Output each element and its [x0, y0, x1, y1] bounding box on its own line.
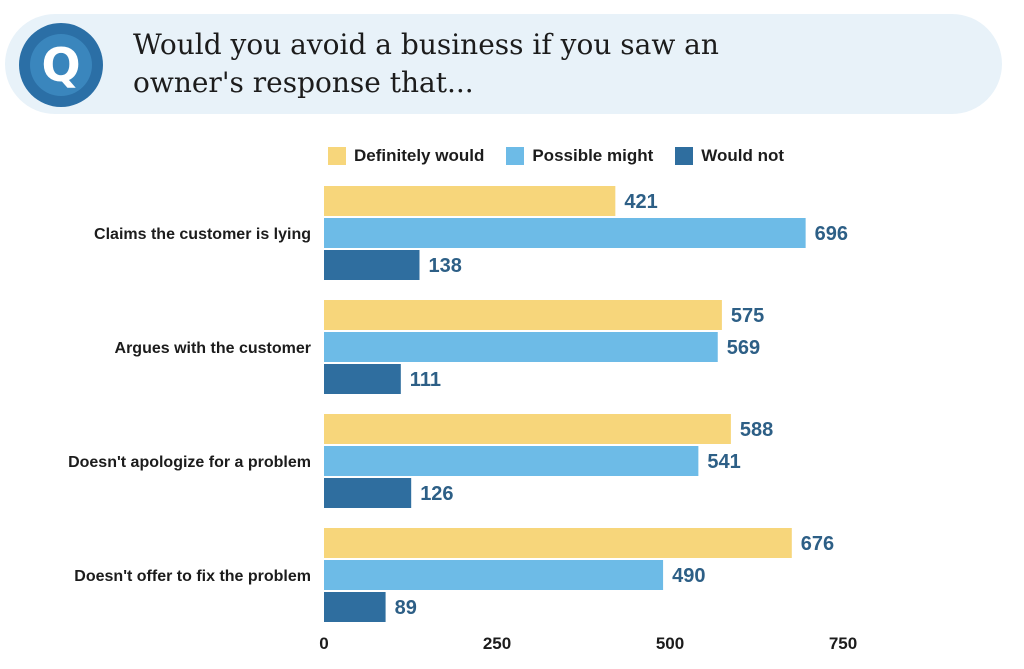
- value-label-possible-might: 696: [815, 223, 848, 245]
- x-tick-label: 750: [829, 634, 857, 653]
- bar-possible-might: [324, 446, 699, 476]
- question-line-2: owner's response that...: [133, 66, 474, 99]
- bar-definitely-would: [324, 300, 722, 330]
- category-label: Doesn't offer to fix the problem: [74, 568, 311, 585]
- question-badge-icon: Q: [19, 23, 103, 107]
- bar-would-not: [324, 250, 420, 280]
- legend-swatch-possible-might: [506, 147, 525, 165]
- category-label: Claims the customer is lying: [94, 226, 311, 243]
- bar-would-not: [324, 364, 401, 394]
- x-tick-label: 250: [483, 634, 511, 653]
- bar-possible-might: [324, 560, 664, 590]
- value-label-would-not: 138: [428, 255, 461, 277]
- value-label-possible-might: 569: [727, 337, 760, 359]
- value-label-definitely-would: 588: [740, 419, 773, 441]
- value-label-would-not: 126: [420, 483, 453, 505]
- legend-label-definitely-would: Definitely would: [354, 146, 485, 165]
- bar-would-not: [324, 478, 412, 508]
- value-label-definitely-would: 676: [801, 533, 834, 555]
- value-label-possible-might: 490: [672, 565, 705, 587]
- value-label-would-not: 89: [395, 597, 417, 619]
- legend-swatch-would-not: [675, 147, 694, 165]
- legend-label-would-not: Would not: [701, 146, 785, 165]
- value-label-would-not: 111: [410, 369, 441, 391]
- value-label-definitely-would: 421: [624, 191, 657, 213]
- legend-swatch-definitely-would: [328, 147, 346, 165]
- question-line-1: Would you avoid a business if you saw an: [133, 28, 719, 61]
- x-tick-label: 0: [319, 634, 328, 653]
- bar-definitely-would: [324, 186, 616, 216]
- bar-definitely-would: [324, 414, 731, 444]
- question-banner: Q Would you avoid a business if you saw …: [5, 14, 1002, 114]
- legend-label-possible-might: Possible might: [532, 146, 654, 165]
- bar-definitely-would: [324, 528, 792, 558]
- bar-would-not: [324, 592, 386, 622]
- legend-item-possible-might: Possible might: [506, 146, 653, 166]
- chart-legend: Definitely would Possible might Would no…: [328, 144, 784, 168]
- legend-item-definitely-would: Definitely would: [328, 146, 484, 166]
- question-text: Would you avoid a business if you saw an…: [133, 26, 773, 102]
- category-label: Doesn't apologize for a problem: [68, 454, 311, 471]
- bar-possible-might: [324, 332, 718, 362]
- legend-item-would-not: Would not: [675, 146, 784, 166]
- x-tick-label: 500: [656, 634, 684, 653]
- question-badge-letter: Q: [30, 34, 92, 96]
- value-label-definitely-would: 575: [731, 305, 764, 327]
- bar-possible-might: [324, 218, 806, 248]
- value-label-possible-might: 541: [707, 451, 740, 473]
- category-label: Argues with the customer: [115, 340, 311, 357]
